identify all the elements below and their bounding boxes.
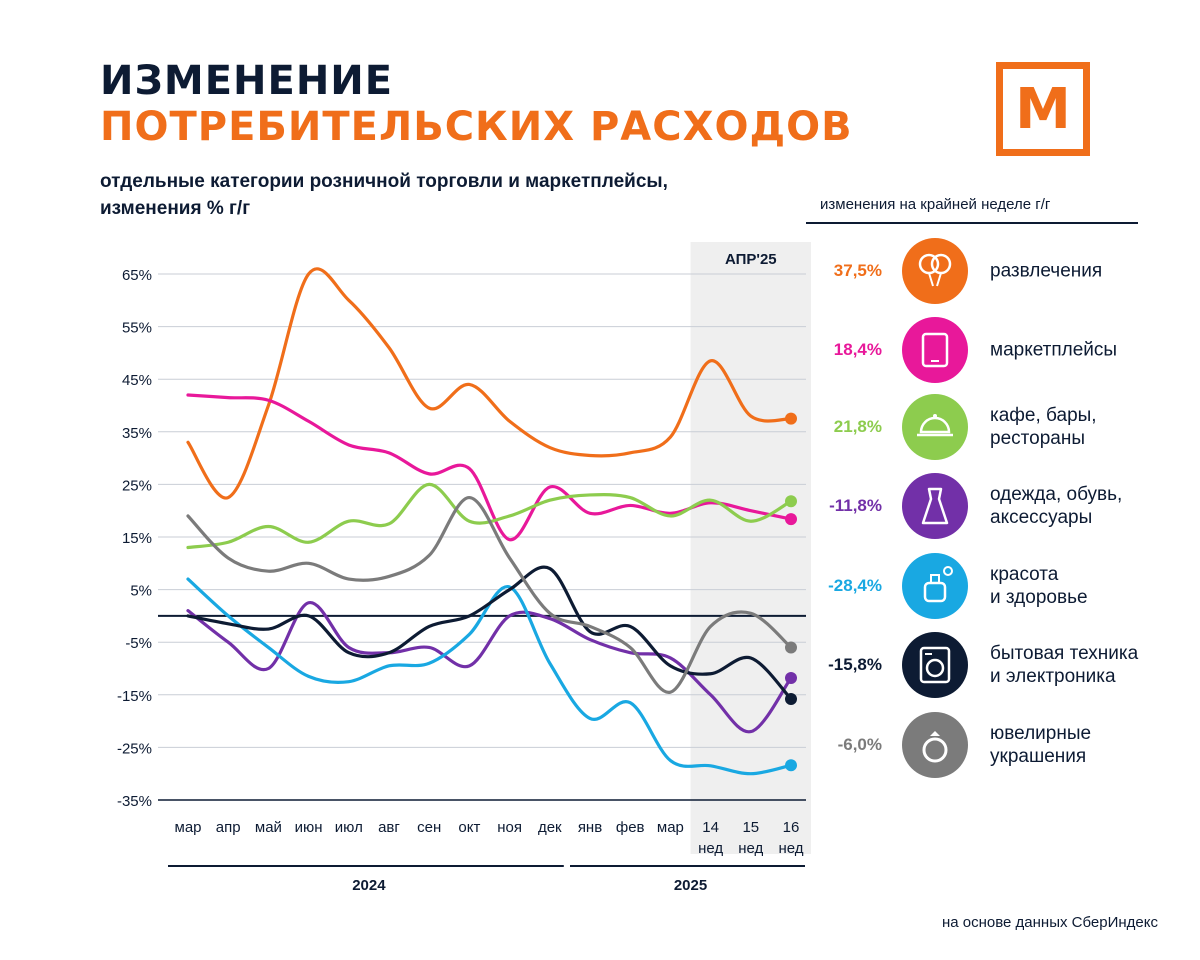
x-tick-label: 15 [742, 819, 759, 836]
logo-letter: М [1015, 76, 1071, 142]
series-end-point [785, 693, 797, 706]
balloons-icon [902, 238, 968, 304]
x-tick-label: янв [578, 819, 602, 836]
x-tick-sublabel: нед [738, 840, 763, 857]
year-label: 2025 [674, 877, 707, 894]
x-tick-sublabel: нед [778, 840, 803, 857]
legend-item: 18,4% маркетплейсы [808, 315, 1168, 385]
brand-logo: М [996, 62, 1090, 156]
legend-label: красота и здоровье [990, 564, 1088, 608]
legend-item: -28,4% красота и здоровье [808, 551, 1168, 621]
perfume-icon [902, 553, 968, 619]
x-tick-label: июл [335, 819, 363, 836]
ring-icon [902, 712, 968, 778]
subtitle-text: отдельные категории розничной торговли и… [100, 171, 668, 219]
y-tick-label: 45% [122, 372, 152, 389]
x-tick-label: апр [216, 819, 241, 836]
x-tick-label: 14 [702, 819, 719, 836]
legend-divider [806, 222, 1138, 224]
x-tick-label: авг [378, 819, 400, 836]
legend-item: -11,8% одежда, обувь, аксессуары [808, 471, 1168, 541]
series-line-6 [186, 495, 793, 694]
legend-value: -6,0% [837, 735, 882, 754]
chart-subtitle: отдельные категории розничной торговли и… [100, 168, 780, 222]
x-tick-label: 16 [783, 819, 800, 836]
x-tick-label: дек [538, 819, 562, 836]
legend-item: 21,8% кафе, бары, рестораны [808, 392, 1168, 462]
source-note: на основе данных СберИндекс [941, 914, 1158, 931]
x-tick-label: май [255, 819, 282, 836]
legend-heading: изменения на крайней неделе г/г [820, 196, 1051, 213]
legend-item: 37,5% развлечения [808, 236, 1168, 306]
y-tick-label: 25% [122, 477, 152, 494]
legend-item: -6,0% ювелирные украшения [808, 710, 1168, 780]
dress-icon [902, 473, 968, 539]
series-line-0 [186, 267, 793, 500]
y-tick-label: 15% [122, 530, 152, 547]
y-tick-label: -15% [117, 688, 152, 705]
year-label: 2024 [352, 877, 386, 894]
legend-value: 18,4% [833, 340, 882, 359]
y-tick-label: 65% [122, 267, 152, 284]
series-line-5 [186, 565, 793, 701]
series-end-point [785, 641, 797, 654]
highlight-band [690, 242, 811, 854]
y-tick-label: 5% [130, 583, 152, 600]
x-tick-sublabel: нед [698, 840, 723, 857]
series-end-point [785, 671, 797, 684]
legend-value: -28,4% [828, 576, 882, 595]
legend-label: маркетплейсы [990, 339, 1118, 361]
series-end-point [785, 513, 797, 526]
x-tick-label: сен [417, 819, 441, 836]
series-end-point [785, 495, 797, 508]
series-line-4 [186, 577, 793, 776]
x-tick-label: мар [175, 819, 202, 836]
highlight-label: АПР'25 [725, 251, 777, 268]
x-tick-label: окт [458, 819, 480, 836]
legend-value: 37,5% [833, 261, 882, 280]
washing-machine-icon [902, 632, 968, 698]
legend-label: одежда, обувь, аксессуары [990, 484, 1123, 528]
series-end-point [785, 759, 797, 772]
x-tick-label: июн [295, 819, 323, 836]
legend-label: развлечения [990, 260, 1103, 282]
y-tick-label: 35% [122, 425, 152, 442]
legend-item: -15,8% бытовая техника и электроника [808, 630, 1168, 700]
series-end-point [785, 412, 797, 425]
legend-value: -11,8% [829, 496, 882, 515]
title-line-1: ИЗМЕНЕНИЕ [100, 58, 394, 104]
y-tick-label: -35% [117, 793, 152, 810]
series-line-3 [186, 601, 793, 734]
x-tick-label: мар [657, 819, 684, 836]
legend-value: 21,8% [833, 417, 882, 436]
x-tick-label: ноя [497, 819, 522, 836]
y-tick-label: 55% [122, 320, 152, 337]
legend-label: ювелирные украшения [990, 723, 1092, 767]
legend-label: кафе, бары, рестораны [990, 405, 1097, 449]
x-tick-label: фев [616, 819, 645, 836]
y-tick-label: -25% [117, 740, 152, 757]
legend-label: бытовая техника и электроника [990, 643, 1139, 687]
title-line-2: ПОТРЕБИТЕЛЬСКИХ РАСХОДОВ [100, 104, 853, 150]
legend-value: -15,8% [828, 655, 882, 674]
y-tick-label: -5% [125, 635, 152, 652]
tablet-icon [902, 317, 968, 383]
cloche-icon [902, 394, 968, 460]
